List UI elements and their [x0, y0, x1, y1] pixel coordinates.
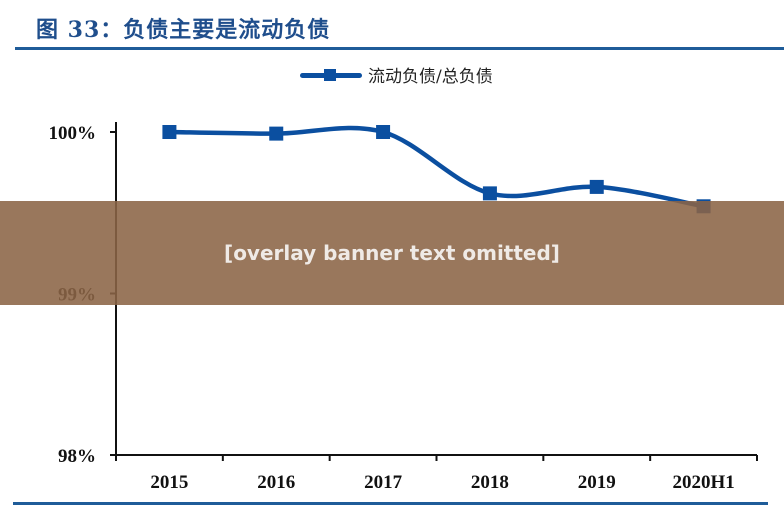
- x-tick-label: 2017: [364, 472, 403, 493]
- data-point-marker: [589, 179, 604, 194]
- data-point-marker: [162, 125, 177, 139]
- legend-line-marker-icon: [300, 68, 362, 82]
- x-tick-label: 2020H1: [672, 472, 734, 493]
- chart-title: 图 33：负债主要是流动负债: [36, 17, 331, 43]
- data-point-marker: [482, 186, 497, 201]
- x-tick-label: 2019: [578, 472, 616, 493]
- y-tick-label: 98%: [58, 446, 96, 467]
- x-tick-label: 2018: [471, 472, 509, 493]
- x-tick-label: 2015: [150, 472, 188, 493]
- legend: 流动负债/总负债: [300, 62, 493, 87]
- data-point-marker: [376, 125, 391, 139]
- overlay-banner: [overlay banner text omitted]: [0, 201, 784, 305]
- x-tick-label: 2016: [257, 472, 295, 493]
- legend-label: 流动负债/总负债: [368, 67, 493, 87]
- overlay-text: [overlay banner text omitted]: [224, 241, 560, 265]
- y-tick-label: 100%: [49, 123, 97, 144]
- bottom-divider: [13, 502, 768, 505]
- data-point-marker: [269, 126, 284, 141]
- title-divider: [15, 47, 784, 50]
